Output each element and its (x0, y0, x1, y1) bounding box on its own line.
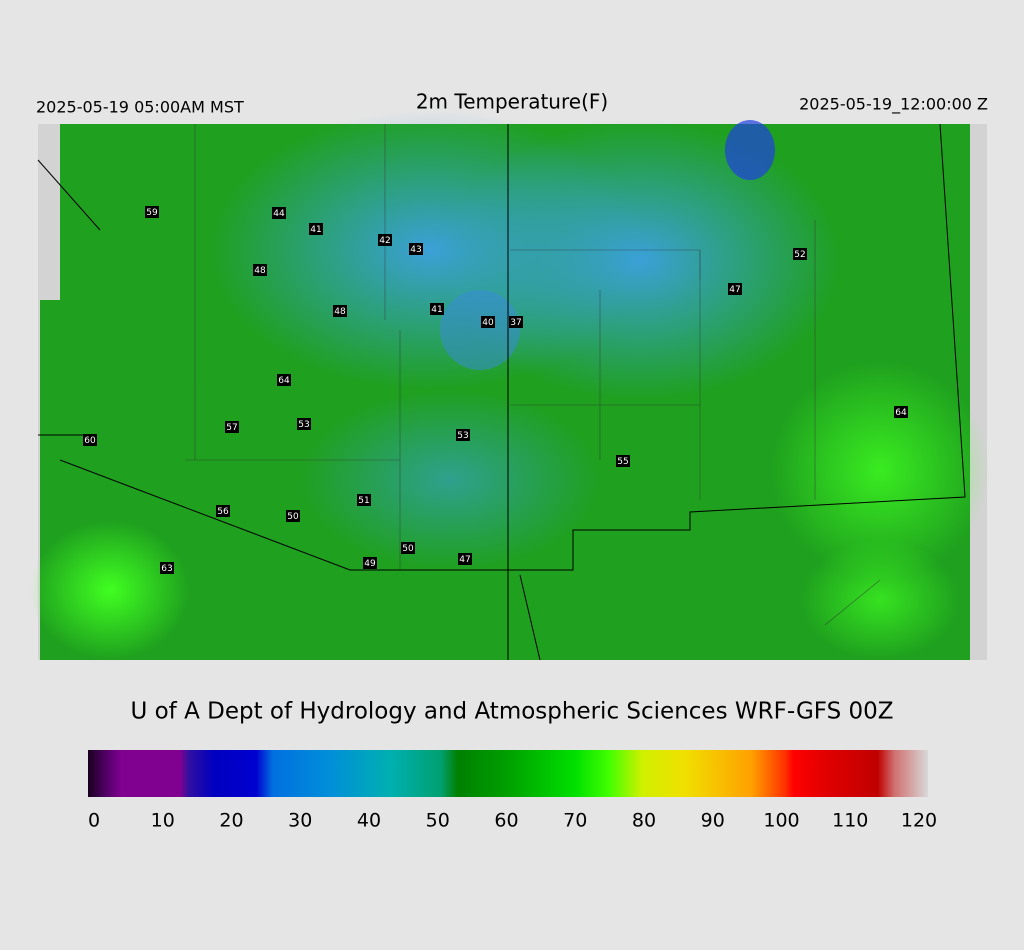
colorbar-tick-label: 80 (632, 810, 656, 832)
station-value: 47 (729, 285, 740, 295)
station-box (309, 223, 323, 235)
station-box (728, 283, 742, 295)
station-value: 41 (431, 305, 442, 315)
station-value: 48 (254, 266, 266, 276)
station-box (409, 243, 423, 255)
colorbar-tick-label: 110 (832, 810, 868, 832)
colorbar-tick-label: 50 (426, 810, 450, 832)
station-value: 50 (287, 512, 299, 522)
station-value: 55 (617, 457, 628, 467)
station-box (83, 434, 97, 446)
station-box (333, 305, 347, 317)
station-value: 56 (217, 507, 229, 517)
station-box (793, 248, 807, 260)
station-value: 64 (895, 408, 907, 418)
station-box (277, 374, 291, 386)
colorbar (88, 750, 928, 797)
valid-time: 2025-05-19_12:00:00 Z (799, 95, 988, 115)
local-time: 2025-05-19 05:00AM MST (36, 98, 244, 117)
station-labels: 59 44 41 42 43 48 48 41 40 37 52 47 64 57 53 53 64 60 55 51… (83, 206, 908, 574)
colorbar-tick-label: 20 (219, 810, 243, 832)
station-value: 63 (161, 564, 172, 574)
station-value: 49 (364, 559, 376, 569)
station-box (363, 557, 377, 569)
map-title: 2m Temperature(F) (416, 90, 608, 114)
station-box (456, 429, 470, 441)
station-box (458, 553, 472, 565)
station-box (401, 542, 415, 554)
station-box (481, 316, 495, 328)
station-value: 59 (146, 208, 158, 218)
colorbar-tick-label: 100 (763, 810, 799, 832)
station-value: 42 (379, 236, 390, 246)
station-value: 44 (273, 209, 285, 219)
station-value: 57 (226, 423, 237, 433)
colorbar-tick-label: 60 (494, 810, 518, 832)
colorbar-tick-label: 0 (88, 810, 100, 832)
station-value: 60 (84, 436, 96, 446)
station-value: 48 (334, 307, 346, 317)
station-box (216, 505, 230, 517)
station-value: 37 (510, 318, 521, 328)
colorbar-tick-label: 70 (563, 810, 587, 832)
credit: U of A Dept of Hydrology and Atmospheric… (130, 699, 893, 725)
station-value: 47 (459, 555, 470, 565)
map (30, 110, 990, 661)
colorbar-ticks: 0 10 20 30 40 50 60 70 80 90 100 110 120 (88, 810, 937, 832)
colorbar-tick-label: 30 (288, 810, 312, 832)
colorbar-tick-label: 90 (701, 810, 725, 832)
station-box (509, 316, 523, 328)
station-box (894, 406, 908, 418)
station-value: 43 (410, 245, 421, 255)
station-value: 41 (310, 225, 321, 235)
station-value: 51 (358, 496, 369, 506)
station-value: 64 (278, 376, 290, 386)
station-value: 50 (402, 544, 414, 554)
station-value: 40 (482, 318, 494, 328)
station-value: 53 (457, 431, 468, 441)
colorbar-tick-label: 40 (357, 810, 381, 832)
station-box (272, 207, 286, 219)
station-box (378, 234, 392, 246)
station-box (160, 562, 174, 574)
station-box (297, 418, 311, 430)
station-value: 53 (298, 420, 309, 430)
station-box (357, 494, 371, 506)
station-box (430, 303, 444, 315)
station-box (286, 510, 300, 522)
station-box (616, 455, 630, 467)
station-box (145, 206, 159, 218)
station-box (225, 421, 239, 433)
station-box (253, 264, 267, 276)
colorbar-tick-label: 120 (901, 810, 937, 832)
colorbar-tick-label: 10 (151, 810, 175, 832)
station-value: 52 (794, 250, 805, 260)
